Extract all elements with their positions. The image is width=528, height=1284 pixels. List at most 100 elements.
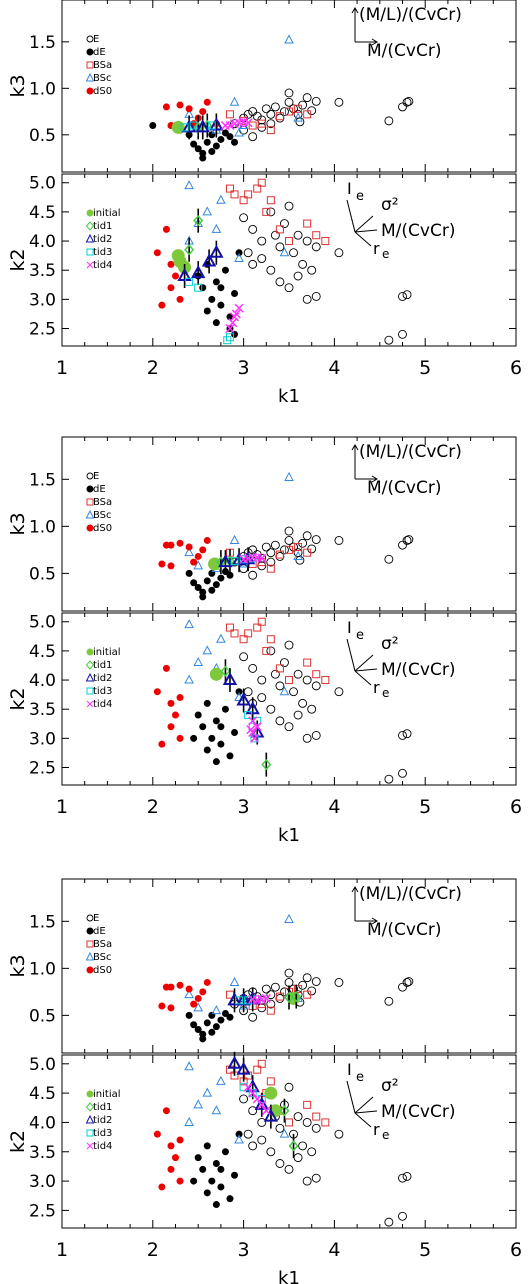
- data-point: [261, 542, 271, 552]
- legend-label: tid4: [93, 699, 112, 710]
- data-point: [302, 93, 312, 103]
- data-point: [172, 272, 179, 280]
- data-point: [293, 1153, 303, 1163]
- legend: EdE BSa BSc dS0: [85, 913, 112, 976]
- annotation-label: M/(CvCr): [381, 660, 455, 680]
- data-point: [193, 1002, 204, 1012]
- annotation-label: r: [373, 678, 380, 697]
- data-point: [248, 1012, 258, 1022]
- legend-label: dE: [93, 484, 106, 495]
- data-point: [257, 617, 266, 626]
- annotation-label: M/(CvCr): [381, 1102, 455, 1122]
- data-point: [190, 558, 198, 566]
- data-point: [243, 109, 253, 119]
- data-point: [303, 658, 312, 667]
- data-point: [321, 676, 330, 685]
- legend-label: BSa: [93, 939, 112, 950]
- y-tick-label: 4.5: [29, 1084, 56, 1104]
- data-point: [257, 254, 267, 263]
- legend-marker: [86, 35, 94, 43]
- arrow: [354, 215, 374, 233]
- legend-label: tid1: [93, 221, 112, 232]
- data-point: [185, 569, 193, 577]
- data-point: [184, 1061, 194, 1071]
- data-point: [284, 913, 294, 923]
- data-point: [248, 1106, 258, 1116]
- data-point: [311, 681, 321, 691]
- data-point: [184, 180, 194, 190]
- panel-5: 0.5 1.0 1.5 k3 EdE BSa BSc dS0 (M/L)/(CvCr) M/(Cv…: [7, 878, 517, 1054]
- annotation-label: e: [382, 1128, 389, 1142]
- data-point: [193, 1099, 204, 1109]
- panel-4: 2.5 3.0 3.5 4.0 4.5 5.0 k2 1 2 3 4 5 6 k1 initial tid1 t…: [7, 612, 522, 846]
- data-point: [261, 758, 272, 771]
- data-point: [302, 1117, 312, 1127]
- data-point: [225, 110, 234, 119]
- legend-marker: [85, 1102, 95, 1112]
- data-point: [203, 577, 211, 585]
- data-point: [184, 989, 194, 999]
- series-tid4: [248, 993, 271, 1005]
- x-tick-label: 2: [147, 796, 159, 818]
- data-point: [302, 733, 312, 743]
- data-point: [275, 112, 284, 121]
- y-tick-label: 0.5: [29, 564, 56, 584]
- data-point: [257, 119, 266, 128]
- y-tick-label: 3.0: [29, 290, 56, 310]
- legend-marker: [86, 1142, 94, 1150]
- legend-marker: [86, 61, 94, 69]
- data-point: [239, 635, 248, 644]
- data-point: [303, 548, 312, 557]
- data-point: [311, 242, 321, 252]
- data-point: [302, 236, 312, 246]
- data-point: [185, 105, 193, 113]
- legend-label: tid3: [93, 686, 112, 697]
- annotation-label: r: [373, 239, 380, 258]
- x-tick-label: 4: [328, 1239, 340, 1261]
- data-point: [398, 1211, 407, 1221]
- data-point: [234, 691, 244, 702]
- data-point: [194, 1025, 202, 1033]
- data-point: [298, 1141, 308, 1151]
- data-point: [199, 723, 207, 731]
- x-tick-label: 4: [328, 357, 340, 379]
- data-point: [270, 982, 280, 992]
- data-point: [189, 121, 198, 130]
- series-E: [230, 526, 414, 580]
- data-point: [226, 752, 234, 760]
- legend-label: E: [93, 913, 99, 924]
- data-point: [203, 978, 211, 986]
- data-point: [312, 670, 321, 679]
- data-point: [248, 570, 258, 580]
- series-E: [239, 201, 412, 345]
- y-tick-label: 1.5: [29, 33, 56, 53]
- data-point: [236, 692, 251, 706]
- data-point: [212, 581, 220, 589]
- data-point: [257, 675, 267, 685]
- data-point: [190, 1177, 198, 1185]
- legend-label: tid1: [93, 660, 112, 671]
- series-tid2: [181, 113, 224, 140]
- data-point: [270, 230, 280, 240]
- series-dS0: [158, 536, 211, 570]
- data-point: [176, 539, 184, 547]
- legend-label: E: [93, 471, 99, 482]
- data-point: [185, 277, 194, 286]
- data-point: [311, 977, 321, 986]
- annotation-label: e: [382, 686, 389, 700]
- data-point: [243, 1082, 253, 1092]
- y-tick-label: 1.0: [29, 79, 56, 99]
- annotation-label: σ²: [381, 634, 399, 654]
- y-tick-label: 5.0: [29, 174, 56, 194]
- arrow: [354, 654, 374, 672]
- y-tick-label: 3.0: [29, 729, 56, 749]
- data-point: [239, 564, 249, 574]
- data-point: [302, 1176, 312, 1186]
- data-point: [239, 213, 249, 223]
- data-point: [225, 184, 234, 193]
- legend-marker: [86, 498, 94, 506]
- series-E: [230, 968, 414, 1022]
- legend-marker: [85, 1114, 95, 1124]
- y-tick-label: 0.5: [29, 126, 56, 146]
- data-point: [208, 1011, 216, 1019]
